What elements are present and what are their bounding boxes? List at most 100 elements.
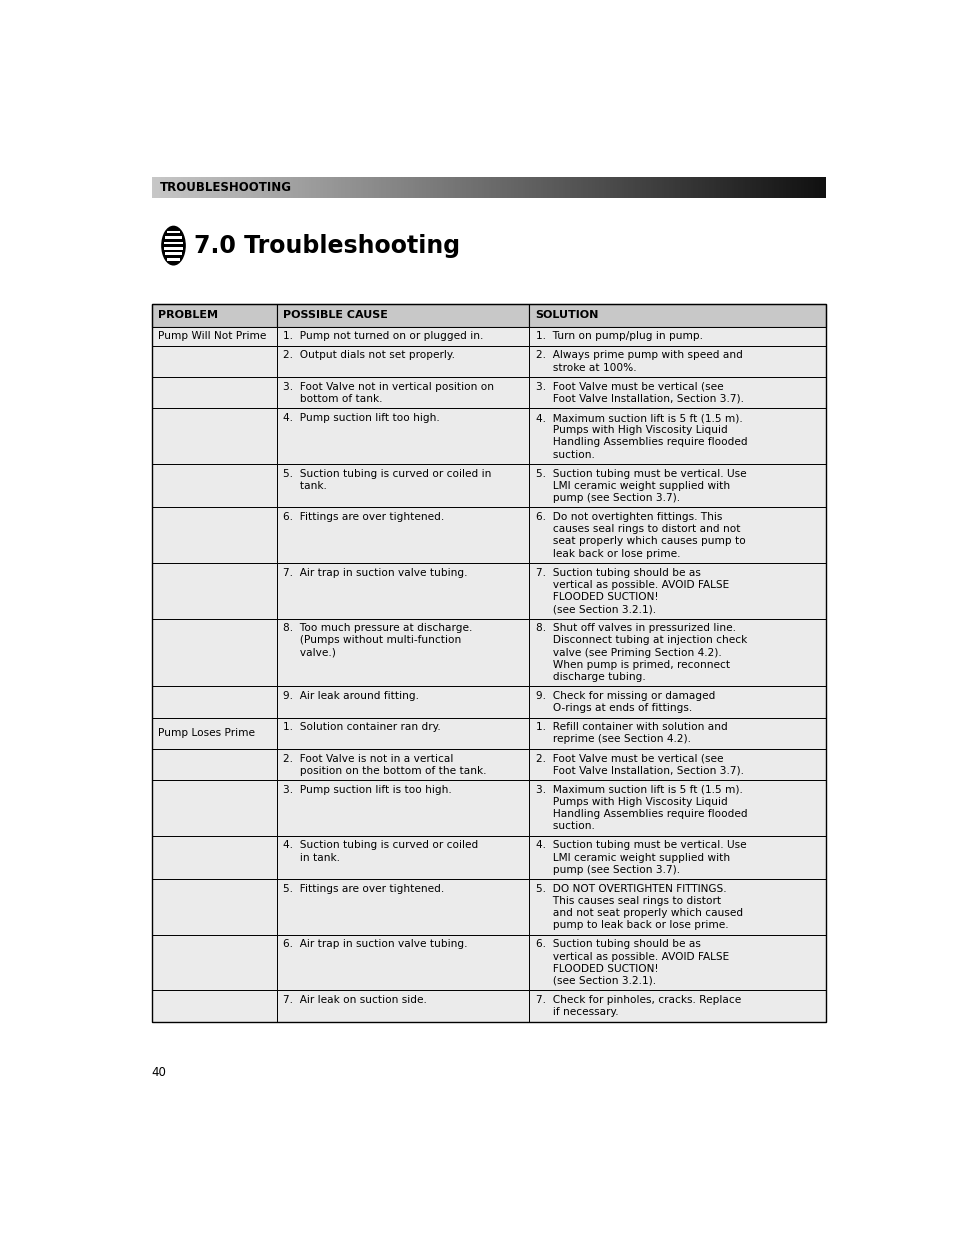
Bar bbox=[271, 178, 273, 198]
Bar bbox=[352, 178, 354, 198]
Bar bbox=[152, 304, 825, 1021]
Bar bbox=[327, 178, 329, 198]
Text: Pump Loses Prime: Pump Loses Prime bbox=[158, 729, 254, 739]
Bar bbox=[724, 178, 726, 198]
Bar bbox=[686, 178, 688, 198]
Text: 6.  Fittings are over tightened.: 6. Fittings are over tightened. bbox=[282, 513, 443, 522]
Bar bbox=[529, 687, 825, 718]
Bar bbox=[276, 377, 529, 409]
Bar bbox=[479, 178, 481, 198]
Bar bbox=[408, 178, 410, 198]
Bar bbox=[161, 178, 163, 198]
Bar bbox=[254, 178, 257, 198]
Bar bbox=[536, 178, 537, 198]
Bar bbox=[363, 178, 365, 198]
Bar bbox=[322, 178, 325, 198]
Bar bbox=[751, 178, 754, 198]
Bar bbox=[206, 178, 208, 198]
Bar bbox=[152, 619, 276, 687]
Bar bbox=[630, 178, 632, 198]
Bar bbox=[405, 178, 408, 198]
Bar bbox=[516, 178, 517, 198]
Bar bbox=[273, 178, 275, 198]
Bar bbox=[473, 178, 475, 198]
Bar bbox=[284, 178, 287, 198]
Bar bbox=[562, 178, 565, 198]
Bar bbox=[347, 178, 349, 198]
Bar bbox=[600, 178, 603, 198]
Bar bbox=[430, 178, 433, 198]
Bar bbox=[152, 687, 276, 718]
Bar bbox=[152, 327, 276, 346]
Text: POSSIBLE CAUSE: POSSIBLE CAUSE bbox=[282, 310, 387, 321]
Bar bbox=[475, 178, 477, 198]
Bar bbox=[266, 178, 269, 198]
Bar bbox=[511, 178, 513, 198]
Bar bbox=[216, 178, 219, 198]
Bar bbox=[435, 178, 436, 198]
Text: Pumps with High Viscosity Liquid: Pumps with High Viscosity Liquid bbox=[535, 425, 726, 435]
Bar bbox=[569, 178, 572, 198]
Bar bbox=[194, 178, 196, 198]
Bar bbox=[529, 935, 825, 990]
Bar bbox=[742, 178, 744, 198]
Bar bbox=[210, 178, 213, 198]
Bar bbox=[524, 178, 527, 198]
Bar bbox=[396, 178, 398, 198]
Text: TROUBLESHOOTING: TROUBLESHOOTING bbox=[159, 182, 292, 194]
Bar bbox=[529, 346, 825, 377]
Bar bbox=[354, 178, 356, 198]
Bar bbox=[618, 178, 621, 198]
Text: Pumps with High Viscosity Liquid: Pumps with High Viscosity Liquid bbox=[535, 797, 726, 806]
Text: 9.  Check for missing or damaged: 9. Check for missing or damaged bbox=[535, 690, 714, 701]
Text: vertical as possible. AVOID FALSE: vertical as possible. AVOID FALSE bbox=[535, 579, 728, 590]
Bar bbox=[691, 178, 693, 198]
Bar bbox=[529, 304, 825, 327]
Bar bbox=[762, 178, 764, 198]
Bar bbox=[418, 178, 421, 198]
Bar bbox=[234, 178, 237, 198]
Text: leak back or lose prime.: leak back or lose prime. bbox=[535, 548, 679, 558]
Bar bbox=[421, 178, 423, 198]
Text: 7.  Air leak on suction side.: 7. Air leak on suction side. bbox=[282, 995, 426, 1005]
Bar bbox=[740, 178, 742, 198]
Bar bbox=[387, 178, 390, 198]
Bar bbox=[244, 178, 246, 198]
Bar bbox=[163, 178, 165, 198]
Bar bbox=[778, 178, 781, 198]
Bar bbox=[529, 464, 825, 508]
Text: Foot Valve Installation, Section 3.7).: Foot Valve Installation, Section 3.7). bbox=[535, 394, 742, 404]
Bar bbox=[587, 178, 590, 198]
Bar bbox=[683, 178, 686, 198]
Bar bbox=[356, 178, 358, 198]
Text: 7.  Check for pinholes, cracks. Replace: 7. Check for pinholes, cracks. Replace bbox=[535, 995, 740, 1005]
Bar bbox=[531, 178, 534, 198]
Bar bbox=[253, 178, 255, 198]
Text: LMI ceramic weight supplied with: LMI ceramic weight supplied with bbox=[535, 480, 729, 490]
Bar bbox=[262, 178, 264, 198]
Bar bbox=[168, 178, 170, 198]
Bar bbox=[178, 178, 181, 198]
Bar bbox=[574, 178, 576, 198]
Bar bbox=[208, 178, 210, 198]
Text: 2.  Foot Valve must be vertical (see: 2. Foot Valve must be vertical (see bbox=[535, 753, 722, 763]
Bar bbox=[461, 178, 464, 198]
Bar bbox=[781, 178, 782, 198]
Bar bbox=[358, 178, 360, 198]
Bar bbox=[401, 178, 403, 198]
Bar bbox=[196, 178, 199, 198]
Bar bbox=[228, 178, 231, 198]
Bar bbox=[203, 178, 206, 198]
Bar bbox=[193, 178, 194, 198]
Bar bbox=[657, 178, 659, 198]
Bar bbox=[597, 178, 598, 198]
Bar bbox=[342, 178, 345, 198]
Bar bbox=[547, 178, 549, 198]
Bar bbox=[457, 178, 459, 198]
Text: discharge tubing.: discharge tubing. bbox=[535, 672, 644, 682]
Bar bbox=[329, 178, 332, 198]
Bar bbox=[448, 178, 450, 198]
Text: causes seal rings to distort and not: causes seal rings to distort and not bbox=[535, 524, 740, 535]
Text: 3.  Foot Valve must be vertical (see: 3. Foot Valve must be vertical (see bbox=[535, 382, 722, 391]
Bar bbox=[224, 178, 226, 198]
